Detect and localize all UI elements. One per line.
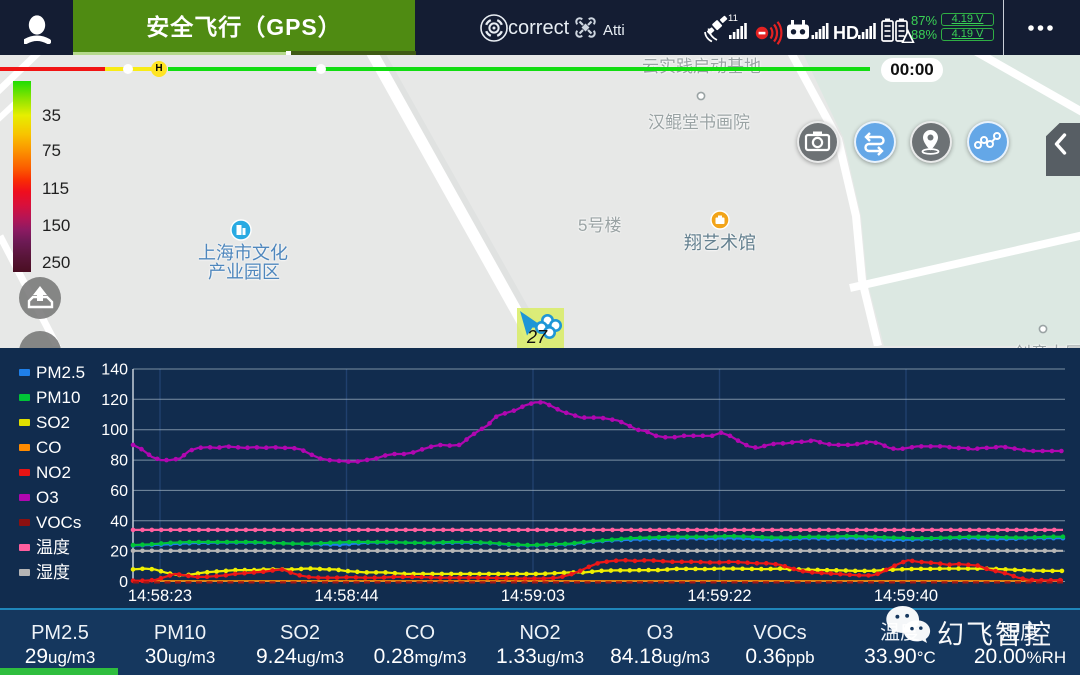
svg-text:80: 80 — [110, 453, 128, 470]
svg-text:120: 120 — [101, 392, 128, 409]
svg-text:11: 11 — [728, 13, 738, 24]
svg-text:20: 20 — [110, 544, 128, 561]
svg-text:14:58:23: 14:58:23 — [128, 587, 192, 605]
svg-text:14:58:44: 14:58:44 — [314, 587, 378, 605]
svg-text:0: 0 — [119, 574, 128, 591]
svg-text:40: 40 — [110, 513, 128, 530]
svg-text:140: 140 — [101, 362, 128, 379]
svg-text:14:59:40: 14:59:40 — [874, 587, 938, 605]
svg-text:27: 27 — [526, 327, 548, 347]
svg-text:14:59:03: 14:59:03 — [501, 587, 565, 605]
svg-text:60: 60 — [110, 483, 128, 500]
svg-text:100: 100 — [101, 422, 128, 439]
svg-text:14:59:22: 14:59:22 — [687, 587, 751, 605]
